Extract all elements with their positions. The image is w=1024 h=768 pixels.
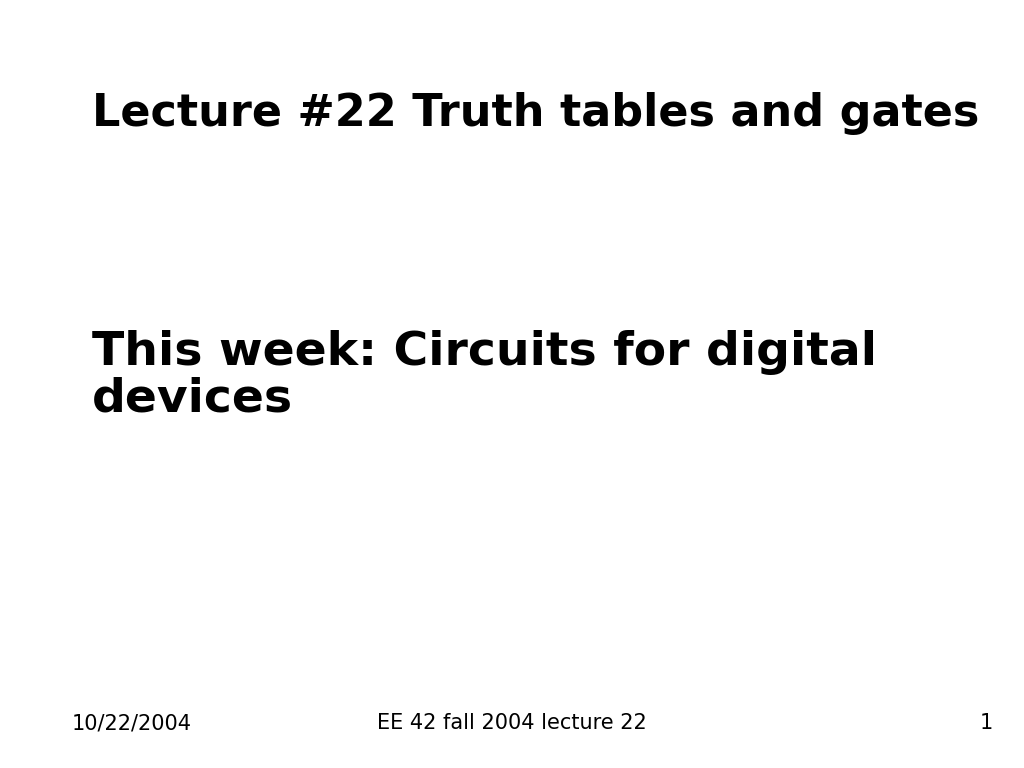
Text: This week: Circuits for digital: This week: Circuits for digital [92, 330, 878, 376]
Text: EE 42 fall 2004 lecture 22: EE 42 fall 2004 lecture 22 [377, 713, 647, 733]
Text: 10/22/2004: 10/22/2004 [72, 713, 191, 733]
Text: devices: devices [92, 376, 293, 421]
Text: 1: 1 [980, 713, 993, 733]
Text: Lecture #22 Truth tables and gates: Lecture #22 Truth tables and gates [92, 92, 980, 135]
